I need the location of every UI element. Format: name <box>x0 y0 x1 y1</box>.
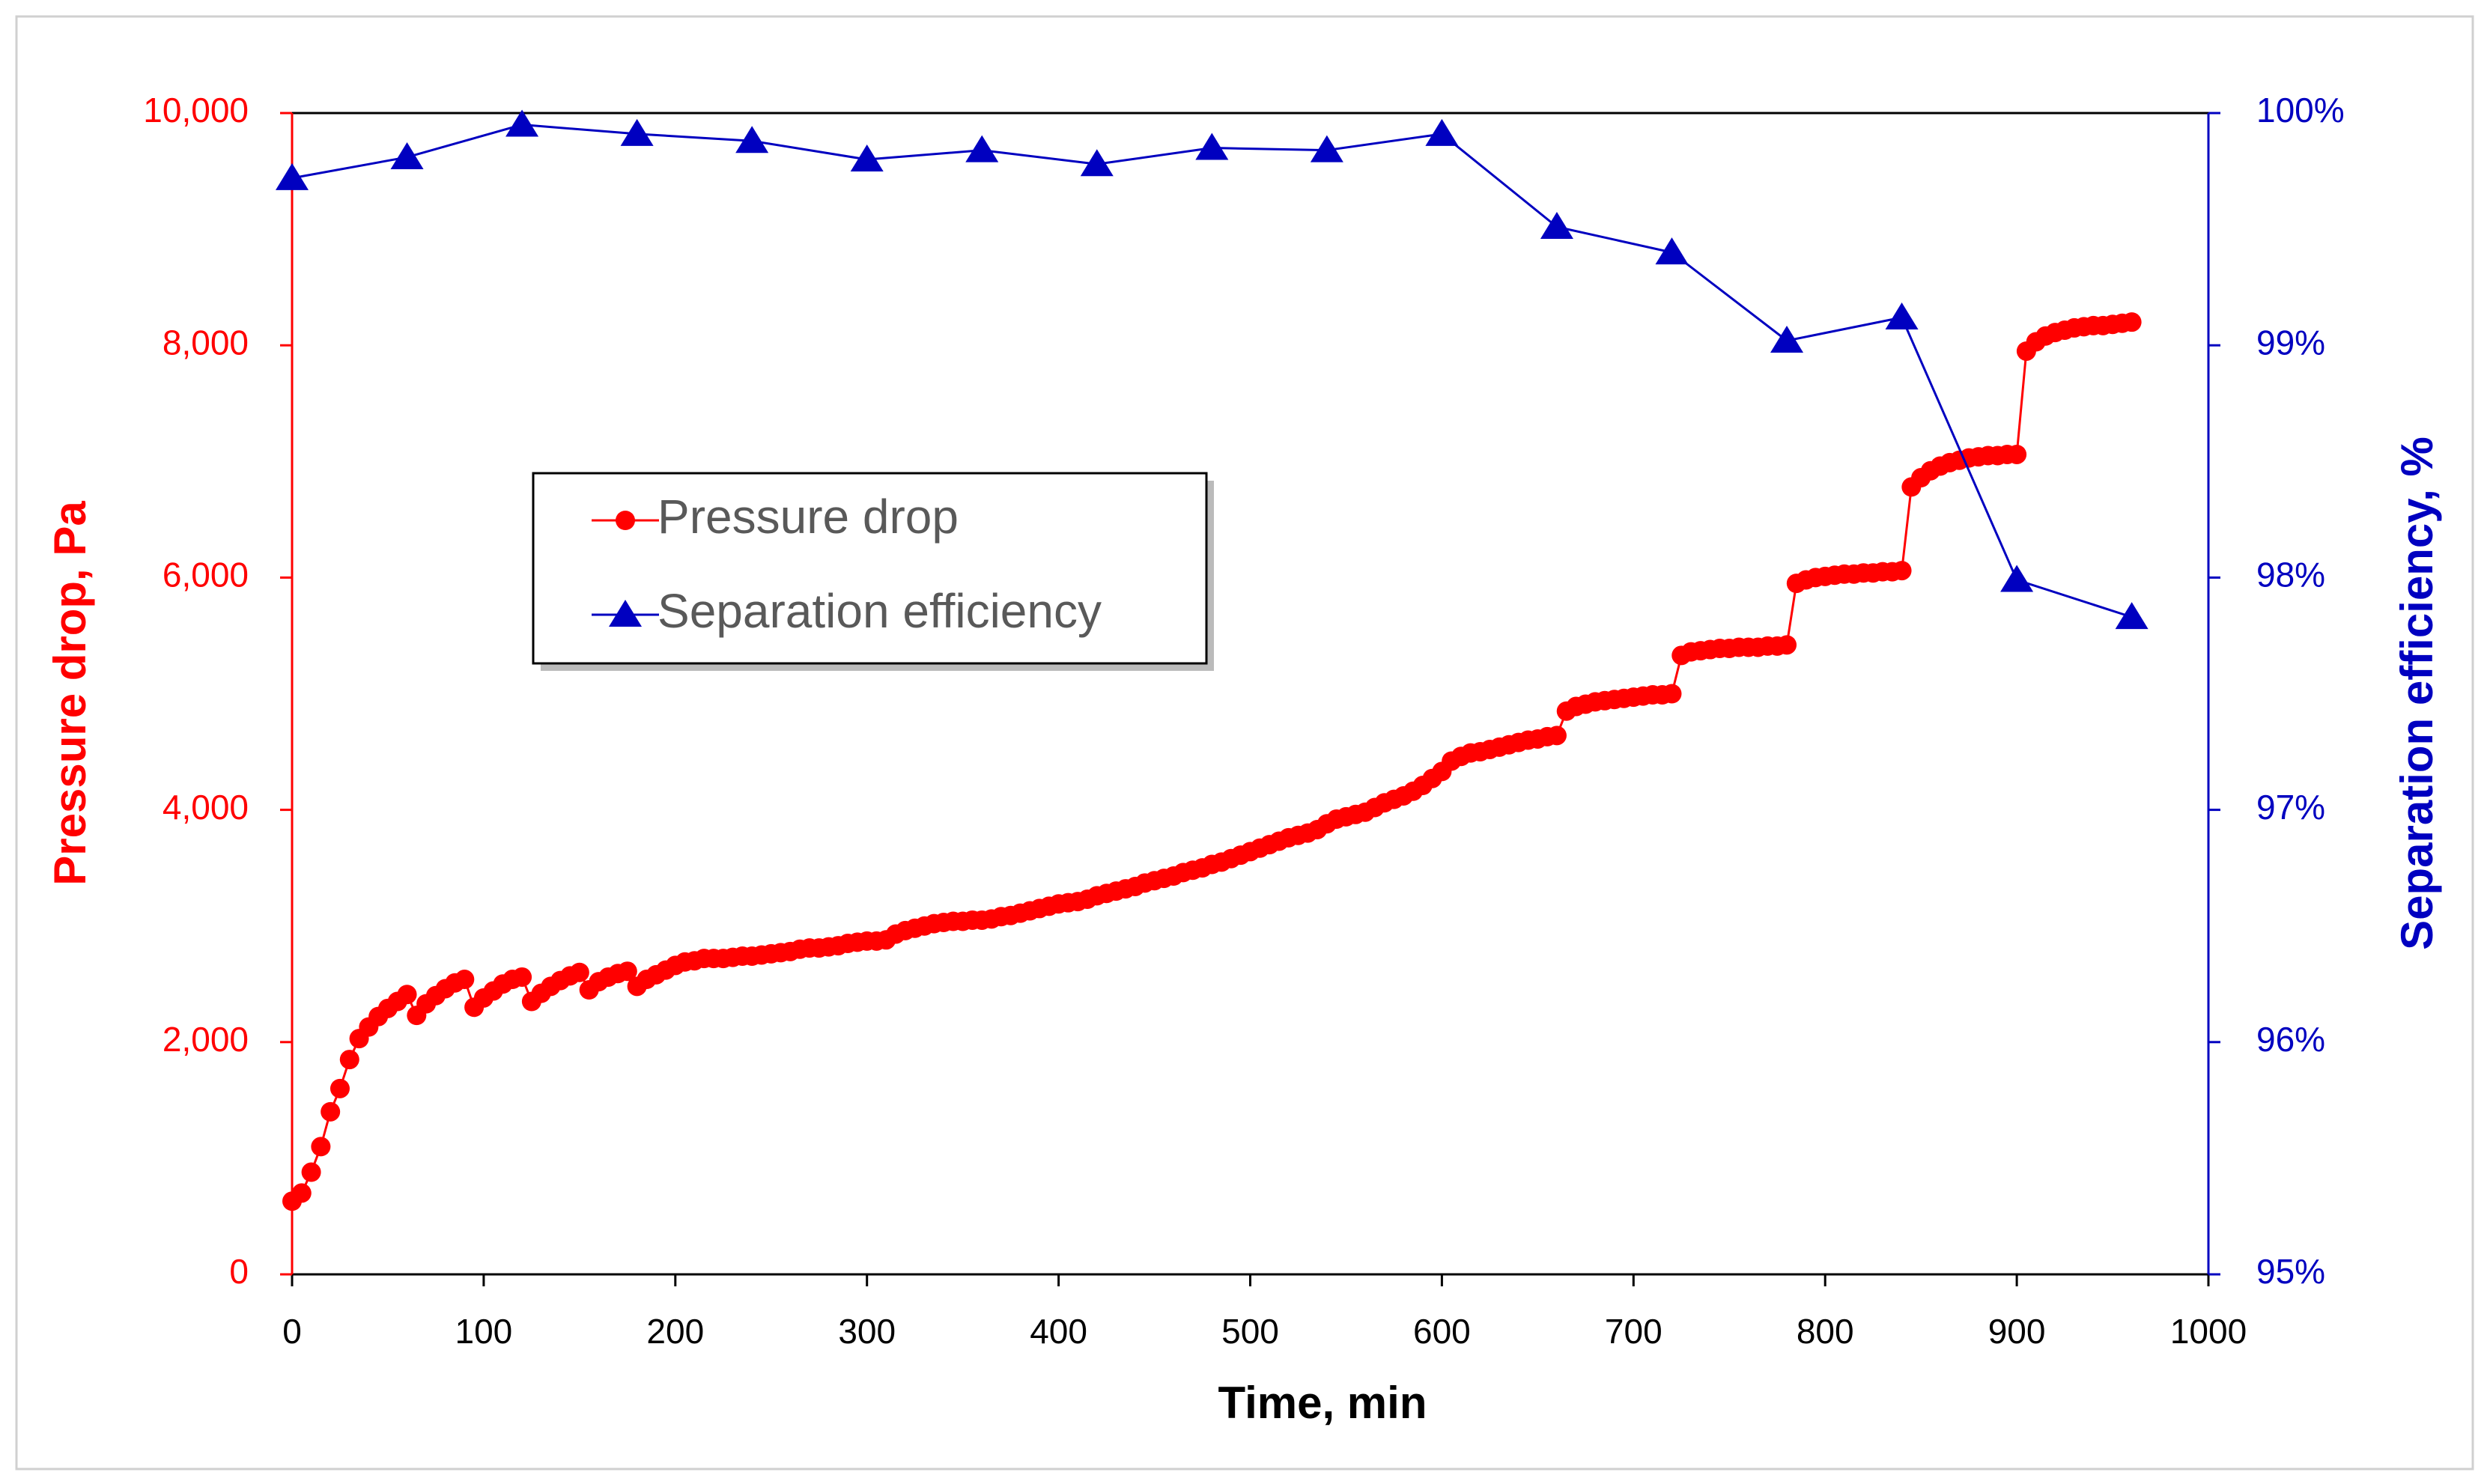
triangle-marker <box>505 109 539 137</box>
circle-marker <box>1892 561 1912 581</box>
y-tick-label: 4,000 <box>163 788 249 827</box>
chart-frame <box>15 15 2474 1471</box>
y-tick-label: 6,000 <box>163 556 249 594</box>
circle-marker <box>321 1101 341 1122</box>
triangle-marker <box>1885 302 1919 329</box>
circle-marker <box>330 1078 350 1098</box>
triangle-marker <box>390 142 424 169</box>
x-tick-label: 100 <box>455 1312 513 1351</box>
triangle-marker <box>1540 211 1573 239</box>
triangle-marker <box>965 135 999 162</box>
triangle-marker <box>2000 565 2034 592</box>
y2-tick-label: 99% <box>2256 323 2325 362</box>
y-axis-title: Pressure drop, Pa <box>45 501 95 886</box>
triangle-marker <box>609 600 642 627</box>
triangle-marker <box>850 145 884 172</box>
circle-marker <box>291 1183 312 1203</box>
y2-axis-title: Separation efficiency, % <box>2392 437 2442 950</box>
triangle-marker <box>1310 135 1343 162</box>
y-tick-label: 0 <box>229 1252 249 1291</box>
x-tick-label: 700 <box>1605 1312 1662 1351</box>
legend-label: Pressure drop <box>658 490 959 544</box>
triangle-marker <box>1080 149 1114 177</box>
circle-marker <box>617 961 637 982</box>
y-tick-label: 2,000 <box>163 1020 249 1059</box>
triangle-marker <box>1425 118 1459 146</box>
x-tick-label: 300 <box>838 1312 896 1351</box>
x-tick-label: 500 <box>1221 1312 1279 1351</box>
circle-marker <box>2007 444 2027 464</box>
y-tick-label: 10,000 <box>143 91 249 130</box>
circle-marker <box>2122 312 2142 332</box>
circle-marker <box>339 1050 359 1070</box>
circle-marker <box>512 967 532 987</box>
circle-marker <box>1546 726 1567 746</box>
legend-label: Separation efficiency <box>658 584 1102 638</box>
triangle-marker <box>1195 133 1229 160</box>
x-tick-label: 200 <box>646 1312 704 1351</box>
y2-tick-label: 97% <box>2256 788 2325 827</box>
circle-marker <box>397 985 417 1005</box>
circle-marker <box>569 962 589 982</box>
x-tick-label: 400 <box>1030 1312 1087 1351</box>
triangle-marker <box>276 162 309 190</box>
triangle-marker <box>1770 325 1804 353</box>
y2-tick-label: 95% <box>2256 1252 2325 1291</box>
circle-marker <box>311 1137 331 1157</box>
x-axis-title: Time, min <box>1218 1378 1427 1428</box>
triangle-marker <box>1655 237 1689 265</box>
y2-tick-label: 98% <box>2256 556 2325 594</box>
triangle-marker <box>2115 602 2149 630</box>
circle-marker <box>1777 635 1797 655</box>
circle-marker <box>616 511 635 530</box>
legend <box>532 472 1208 665</box>
y2-tick-label: 100% <box>2256 91 2345 130</box>
x-tick-label: 1000 <box>2170 1312 2247 1351</box>
x-tick-label: 800 <box>1797 1312 1854 1351</box>
y2-tick-label: 96% <box>2256 1020 2325 1059</box>
circle-marker <box>301 1162 321 1182</box>
x-tick-label: 900 <box>1988 1312 2046 1351</box>
x-tick-label: 600 <box>1413 1312 1471 1351</box>
circle-marker <box>1662 684 1682 704</box>
triangle-marker <box>735 126 769 153</box>
x-tick-label: 0 <box>282 1312 302 1351</box>
triangle-marker <box>620 118 654 146</box>
y-tick-label: 8,000 <box>163 323 249 362</box>
circle-marker <box>455 970 475 990</box>
